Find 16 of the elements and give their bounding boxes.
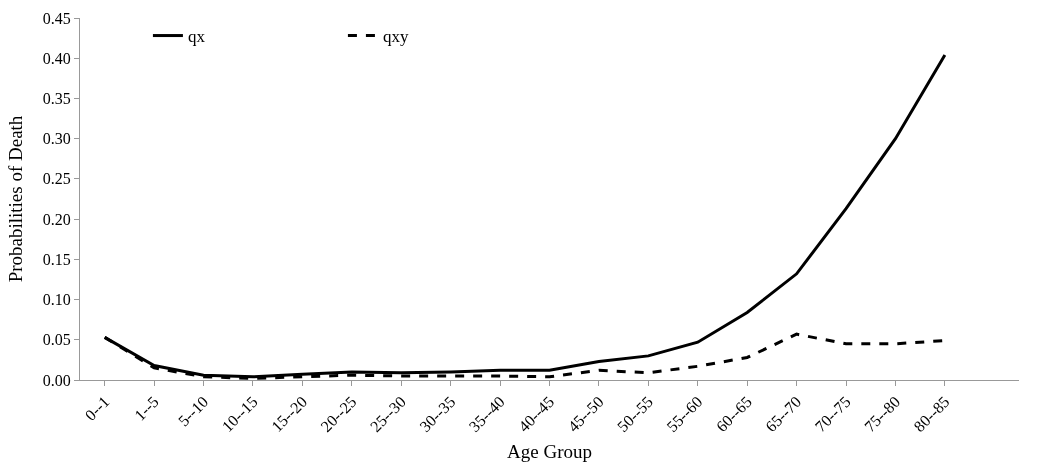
y-tick-label: 0.10	[42, 291, 71, 309]
x-tick-label: 0--1	[81, 392, 113, 424]
x-axis-title: Age Group	[507, 440, 592, 462]
legend-label: qx	[187, 27, 206, 47]
legend-label: qxy	[382, 27, 409, 47]
y-axis-title: Probabilities of Death	[4, 115, 26, 283]
y-tick-label: 0.20	[42, 210, 71, 228]
y-tick-label: 0.00	[42, 371, 71, 389]
x-tick-label: 1--5	[131, 392, 162, 424]
y-tick-label: 0.35	[42, 90, 71, 108]
y-tick-label: 0.25	[42, 170, 71, 188]
y-tick-label: 0.05	[42, 331, 71, 349]
y-tick-label: 0.45	[42, 9, 71, 27]
y-tick-label: 0.30	[42, 130, 71, 148]
y-tick-label: 0.15	[42, 250, 71, 268]
y-tick-label: 0.40	[42, 49, 71, 67]
